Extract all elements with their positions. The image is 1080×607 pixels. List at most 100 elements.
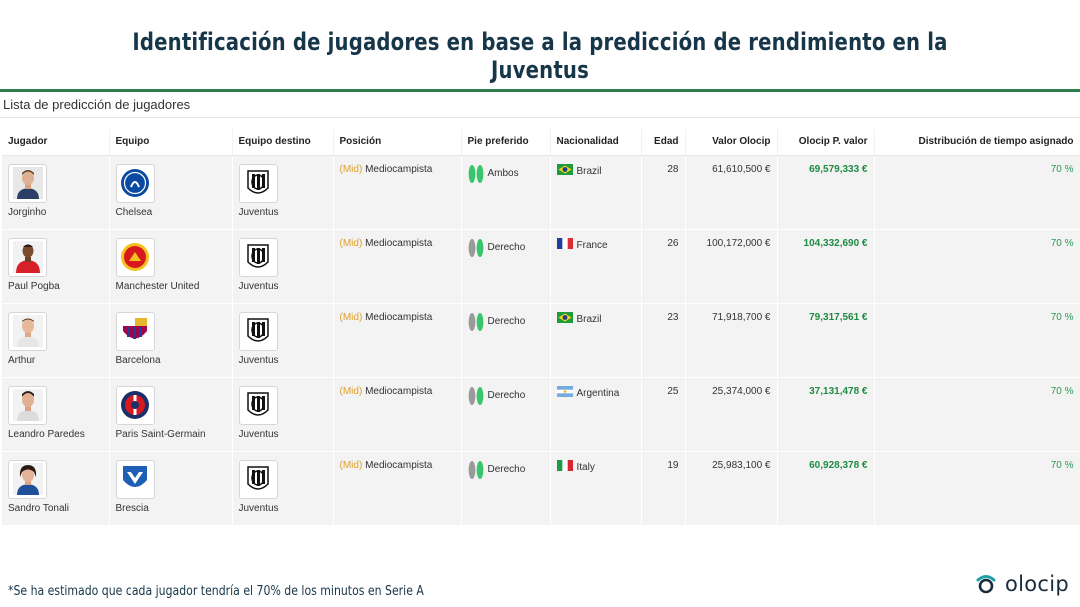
italy-flag-icon	[556, 459, 573, 471]
title-divider	[0, 89, 1080, 92]
predicted-value-cell: 104,332,690 €	[777, 229, 875, 304]
table-row[interactable]: Jorginho Chelsea Juventus (Mid) Mediocam…	[2, 155, 1080, 230]
nationality-label: Brazil	[576, 313, 602, 325]
nationality-label: France	[576, 239, 608, 251]
player-photo-icon	[8, 311, 47, 351]
team-name: Brescia	[115, 502, 149, 514]
destination-cell: Juventus	[232, 451, 334, 526]
juventus-crest-icon	[238, 459, 278, 499]
team-cell: Paris Saint-Germain	[109, 377, 233, 452]
age-cell: 26	[641, 229, 686, 304]
foot-cell: Ambos	[461, 155, 551, 230]
foot-cell: Derecho	[461, 451, 551, 526]
player-name: Sandro Tonali	[8, 502, 69, 514]
destination-cell: Juventus	[232, 377, 334, 452]
table-row[interactable]: Sandro Tonali Brescia Juventus (Mid) Med…	[2, 451, 1080, 526]
both-feet-icon	[468, 164, 483, 183]
column-header-olocip-p-valor[interactable]: Olocip P. valor	[777, 129, 875, 156]
chelsea-crest-icon	[115, 163, 155, 203]
predicted-value-cell: 79,317,561 €	[777, 303, 875, 378]
manchester-united-crest-icon	[115, 237, 155, 277]
column-header-edad[interactable]: Edad	[641, 129, 686, 156]
player-cell: Sandro Tonali	[2, 451, 110, 526]
age-cell: 23	[641, 303, 686, 378]
foot-label: Derecho	[487, 464, 526, 475]
olocip-value-cell: 71,918,700 €	[685, 303, 778, 378]
table-row[interactable]: Arthur Barcelona Juventus (Mid) Mediocam…	[2, 303, 1080, 378]
brand-name: olocip	[1005, 572, 1070, 596]
player-name: Paul Pogba	[8, 280, 60, 292]
nationality-label: Italy	[576, 461, 595, 473]
foot-cell: Derecho	[461, 229, 551, 304]
player-cell: Arthur	[2, 303, 110, 378]
position-cell: (Mid) Mediocampista	[333, 451, 462, 526]
destination-name: Juventus	[238, 206, 279, 218]
column-header-jugador[interactable]: Jugador	[2, 129, 110, 156]
position-tag: (Mid)	[339, 311, 363, 323]
position-label: Mediocampista	[365, 311, 433, 323]
age-cell: 28	[641, 155, 686, 230]
nationality-cell: Brazil	[550, 155, 642, 230]
destination-name: Juventus	[238, 280, 279, 292]
position-label: Mediocampista	[365, 459, 433, 471]
list-divider	[0, 117, 1080, 118]
list-title: Lista de predicción de jugadores	[3, 97, 191, 112]
team-name: Chelsea	[115, 206, 153, 218]
predicted-value-cell: 60,928,378 €	[777, 451, 875, 526]
footnote: *Se ha estimado que cada jugador tendría…	[8, 584, 424, 599]
time-distribution-cell: 70 %	[874, 303, 1080, 378]
player-photo-icon	[8, 459, 47, 499]
team-name: Barcelona	[115, 354, 161, 366]
page-title: Identificación de jugadores en base a la…	[132, 28, 948, 84]
time-distribution-cell: 70 %	[874, 229, 1080, 304]
position-cell: (Mid) Mediocampista	[333, 229, 462, 304]
nationality-cell: France	[550, 229, 642, 304]
destination-name: Juventus	[238, 428, 279, 440]
time-distribution-cell: 70 %	[874, 377, 1080, 452]
nationality-cell: Brazil	[550, 303, 642, 378]
table-row[interactable]: Leandro Paredes Paris Saint-Germain Juve…	[2, 377, 1080, 452]
table-row[interactable]: Paul Pogba Manchester United Juventus (M…	[2, 229, 1080, 304]
position-cell: (Mid) Mediocampista	[333, 303, 462, 378]
column-header-distribucion-tiempo[interactable]: Distribución de tiempo asignado	[874, 129, 1080, 156]
position-tag: (Mid)	[339, 163, 363, 175]
destination-cell: Juventus	[232, 303, 334, 378]
team-cell: Manchester United	[109, 229, 233, 304]
column-header-pie-preferido[interactable]: Pie preferido	[461, 129, 551, 156]
position-tag: (Mid)	[339, 459, 363, 471]
foot-label: Derecho	[487, 316, 526, 327]
player-name: Arthur	[8, 354, 36, 366]
player-photo-icon	[8, 163, 47, 203]
foot-cell: Derecho	[461, 377, 551, 452]
juventus-crest-icon	[238, 311, 278, 351]
right-foot-icon	[468, 386, 483, 405]
brand-logo: olocip	[975, 572, 1069, 596]
column-header-nacionalidad[interactable]: Nacionalidad	[550, 129, 642, 156]
brazil-flag-icon	[556, 311, 573, 323]
player-photo-icon	[8, 237, 47, 277]
nationality-cell: Italy	[550, 451, 642, 526]
foot-cell: Derecho	[461, 303, 551, 378]
argentina-flag-icon	[556, 385, 573, 397]
players-table: Jugador Equipo Equipo destino Posición P…	[2, 129, 1080, 526]
olocip-value-cell: 61,610,500 €	[685, 155, 778, 230]
age-cell: 19	[641, 451, 686, 526]
column-header-valor-olocip[interactable]: Valor Olocip	[685, 129, 778, 156]
column-header-equipo-destino[interactable]: Equipo destino	[232, 129, 334, 156]
foot-label: Derecho	[487, 390, 526, 401]
olocip-logo-icon	[976, 575, 996, 594]
column-header-equipo[interactable]: Equipo	[109, 129, 233, 156]
player-photo-icon	[8, 385, 47, 425]
team-name: Manchester United	[115, 280, 200, 292]
barcelona-crest-icon	[115, 311, 155, 351]
position-tag: (Mid)	[339, 237, 363, 249]
nationality-label: Argentina	[576, 387, 620, 399]
psg-crest-icon	[115, 385, 155, 425]
column-header-posicion[interactable]: Posición	[333, 129, 462, 156]
player-cell: Leandro Paredes	[2, 377, 110, 452]
right-foot-icon	[468, 460, 483, 479]
foot-label: Derecho	[487, 242, 526, 253]
team-cell: Barcelona	[109, 303, 233, 378]
player-name: Jorginho	[8, 206, 47, 218]
position-label: Mediocampista	[365, 237, 433, 249]
